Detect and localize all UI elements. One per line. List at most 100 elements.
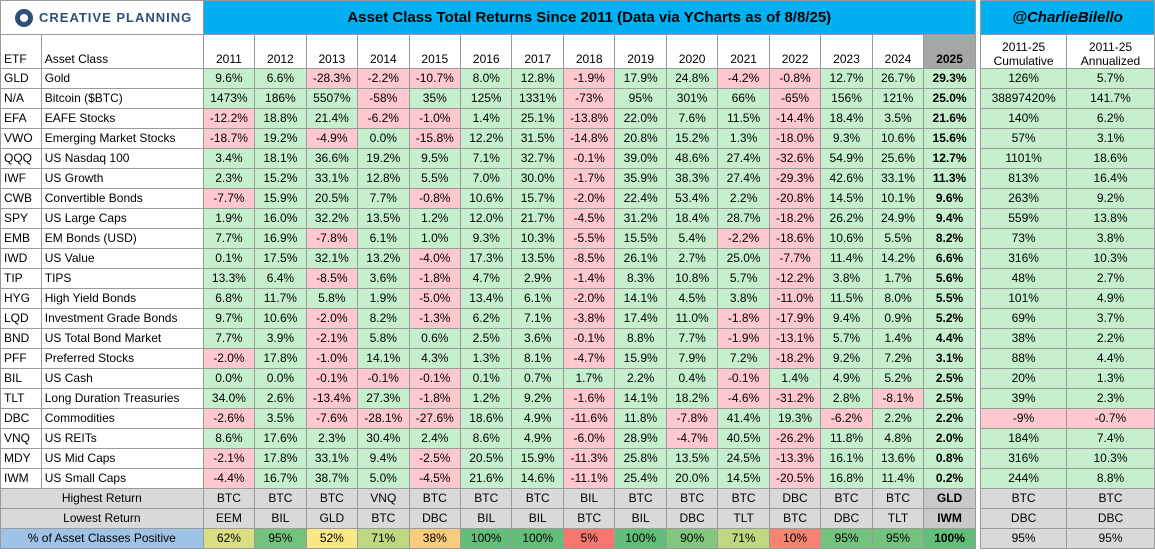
gap-cell (974, 0, 982, 35)
summary-value: 100% (511, 528, 564, 549)
return-value: 8.1% (511, 348, 564, 369)
return-value: 16.9% (254, 228, 307, 249)
column-header: 2011-25 Annualized (1065, 34, 1155, 69)
return-value: 15.5% (614, 228, 667, 249)
table-row: MDY US Mid Caps -2.1% 17.8% 33.1% 9.4% -2.5% 20… (0, 448, 1155, 469)
return-value: 17.6% (254, 428, 307, 449)
summary-value: DBC (820, 508, 873, 529)
summary-value: GLD (305, 508, 359, 529)
column-header: 2020 (665, 34, 719, 69)
return-value: 15.9% (511, 448, 564, 469)
return-value: 126% (980, 68, 1067, 89)
return-value: 0.2% (923, 468, 976, 489)
summary-value: BTC (357, 508, 410, 529)
table-title: Asset Class Total Returns Since 2011 (Da… (202, 0, 976, 35)
asset-class-name: US Large Caps (40, 208, 204, 229)
summary-value: DBC (1065, 508, 1155, 529)
column-header: 2025 (923, 34, 976, 69)
summary-value: BTC (562, 508, 616, 529)
return-value: 25.0% (923, 88, 976, 109)
return-value: 1.4% (460, 108, 513, 129)
gap-cell (974, 308, 982, 329)
return-value: 8.0% (460, 68, 513, 89)
asset-class-name: US Value (40, 248, 204, 269)
etf-ticker: TLT (0, 388, 42, 409)
return-value: 1101% (980, 148, 1067, 169)
gap-cell (974, 168, 982, 189)
return-value: -18.6% (768, 228, 822, 249)
return-value: -18.2% (768, 208, 822, 229)
return-value: -2.5% (408, 448, 462, 469)
summary-value: 100% (614, 528, 667, 549)
asset-class-name: Emerging Market Stocks (40, 128, 204, 149)
return-value: 0.0% (202, 368, 256, 389)
return-value: -7.7% (768, 248, 822, 269)
return-value: 21.6% (923, 108, 976, 129)
return-value: 28.9% (614, 428, 667, 449)
return-value: 156% (820, 88, 873, 109)
return-value: 11.8% (614, 408, 667, 429)
summary-value: 62% (202, 528, 256, 549)
return-value: 559% (980, 208, 1067, 229)
gap-cell (974, 34, 982, 69)
return-value: -1.4% (562, 268, 616, 289)
return-value: -13.1% (768, 328, 822, 349)
return-value: 25.6% (871, 148, 925, 169)
return-value: 9.3% (820, 128, 873, 149)
return-value: 19.2% (357, 148, 410, 169)
return-value: 35.9% (614, 168, 667, 189)
return-value: 25.8% (614, 448, 667, 469)
return-value: 5.7% (717, 268, 770, 289)
summary-value: 95% (820, 528, 873, 549)
return-value: 21.4% (305, 108, 359, 129)
return-value: 0.4% (665, 368, 719, 389)
gap-cell (974, 208, 982, 229)
return-value: 3.8% (717, 288, 770, 309)
return-value: 12.0% (460, 208, 513, 229)
return-value: 17.9% (614, 68, 667, 89)
return-value: 57% (980, 128, 1067, 149)
return-value: 0.1% (202, 248, 256, 269)
column-header: 2019 (614, 34, 667, 69)
return-value: 13.4% (460, 288, 513, 309)
return-value: 12.7% (923, 148, 976, 169)
return-value: 10.8% (665, 268, 719, 289)
return-value: -2.1% (305, 328, 359, 349)
summary-value: BTC (460, 488, 513, 509)
column-header: 2024 (871, 34, 925, 69)
summary-value: VNQ (357, 488, 410, 509)
return-value: 2.3% (305, 428, 359, 449)
asset-class-name: EM Bonds (USD) (40, 228, 204, 249)
return-value: -0.1% (562, 148, 616, 169)
gap-cell (974, 448, 982, 469)
return-value: 14.5% (717, 468, 770, 489)
return-value: 5.6% (923, 268, 976, 289)
return-value: 4.8% (871, 428, 925, 449)
return-value: 14.2% (871, 248, 925, 269)
return-value: -20.5% (768, 468, 822, 489)
gap-cell (974, 348, 982, 369)
return-value: -1.7% (562, 168, 616, 189)
return-value: -65% (768, 88, 822, 109)
asset-class-name: Long Duration Treasuries (40, 388, 204, 409)
return-value: 26.1% (614, 248, 667, 269)
return-value: 19.3% (768, 408, 822, 429)
return-value: 33.1% (871, 168, 925, 189)
return-value: 5.8% (357, 328, 410, 349)
gap-cell (974, 528, 982, 549)
return-value: 4.9% (511, 408, 564, 429)
return-value: -28.1% (357, 408, 410, 429)
return-value: -0.1% (408, 368, 462, 389)
return-value: 10.6% (254, 308, 307, 329)
return-value: 18.6% (1065, 148, 1155, 169)
return-value: 9.6% (202, 68, 256, 89)
return-value: 53.4% (665, 188, 719, 209)
return-value: 13.2% (357, 248, 410, 269)
return-value: 1.9% (357, 288, 410, 309)
return-value: 4.3% (408, 348, 462, 369)
gap-cell (974, 328, 982, 349)
summary-value: BIL (460, 508, 513, 529)
return-value: 31.5% (511, 128, 564, 149)
return-value: 14.1% (357, 348, 410, 369)
